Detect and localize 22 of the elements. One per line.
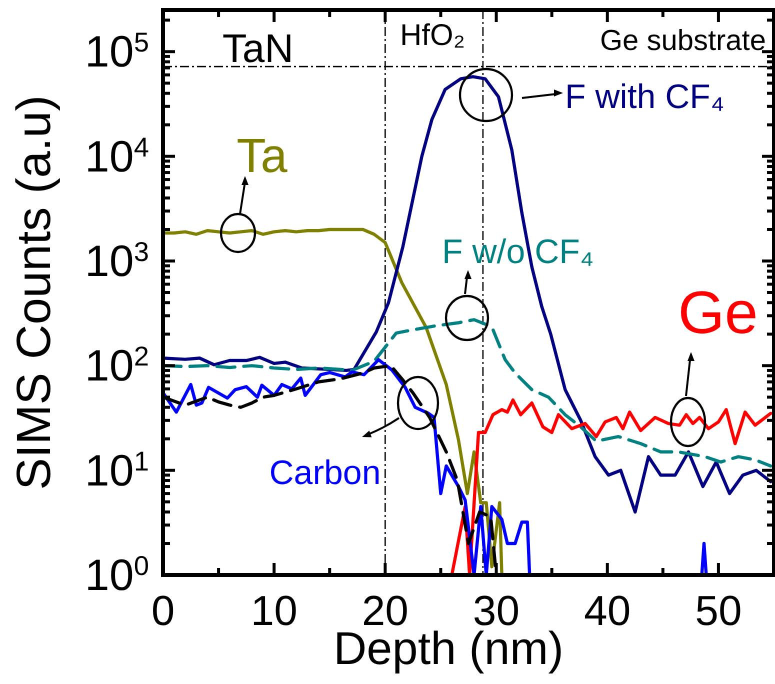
line-series (163, 75, 772, 514)
line-series (163, 358, 708, 575)
series-label: F w/o CF₄ (442, 233, 594, 271)
x-tick-label: 10 (250, 587, 298, 634)
y-axis-title: SIMS Counts (a.u) (8, 95, 61, 490)
series-label: Ge (678, 279, 758, 346)
x-tick-label: 50 (695, 587, 742, 634)
y-tick-label: 10$^{0}$ (84, 550, 149, 600)
y-tick-label: 10$^{5}$ (84, 26, 149, 77)
x-tick-label: 40 (584, 587, 631, 634)
y-tick-label: 10$^{1}$ (84, 445, 149, 496)
y-tick-label: 10$^{2}$ (84, 340, 149, 391)
series-label: F with CF₄ (565, 78, 724, 116)
y-tick-label: 10$^{4}$ (84, 131, 149, 182)
y-tick-label: 10$^{3}$ (84, 236, 149, 286)
annotation: Ge substrate (600, 25, 766, 57)
annotation: TaN (222, 27, 294, 71)
series-label: Ta (236, 130, 288, 183)
x-tick-label: 0 (151, 587, 175, 634)
annotation: HfO₂ (400, 19, 465, 52)
series-label: Carbon (269, 454, 381, 492)
line-series (450, 398, 772, 575)
